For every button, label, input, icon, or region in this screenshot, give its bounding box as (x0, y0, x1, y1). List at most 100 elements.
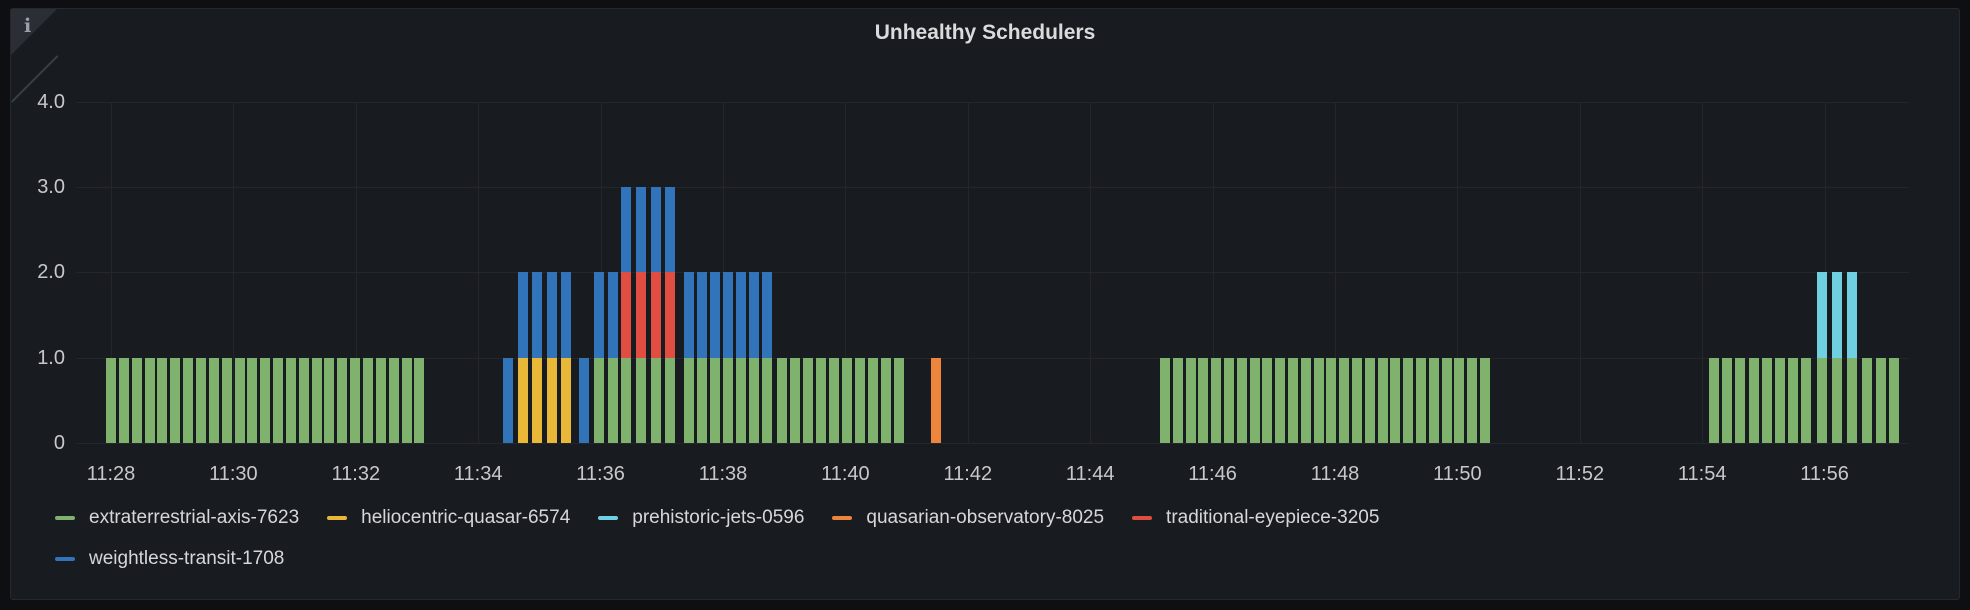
h-gridline (76, 443, 1909, 444)
bar-segment (1467, 357, 1478, 443)
h-gridline (76, 101, 1909, 103)
v-gridline (111, 101, 112, 443)
bar-segment (1428, 357, 1439, 443)
bar-segment (594, 272, 604, 358)
bar-segment (1735, 357, 1746, 443)
legend-item[interactable]: heliocentric-quasar-6574 (327, 507, 570, 529)
bar-segment (736, 357, 746, 443)
legend-series-dash-icon (1132, 516, 1153, 520)
bar-segment (710, 272, 720, 358)
panel-info-corner[interactable] (10, 9, 58, 102)
legend-item[interactable]: quasarian-observatory-8025 (832, 507, 1104, 529)
y-tick-label: 2.0 (37, 261, 65, 284)
bar-segment (1352, 357, 1362, 443)
x-tick-label: 11:52 (1555, 463, 1605, 485)
bar-segment (1236, 357, 1247, 443)
bar-segment (621, 187, 631, 273)
bar-segment (1801, 357, 1812, 443)
legend-item[interactable]: prehistoric-jets-0596 (598, 507, 804, 529)
bar-segment (221, 357, 232, 443)
bar-segment (1262, 357, 1273, 443)
bar-segment (363, 357, 373, 443)
legend-item[interactable]: weightless-transit-1708 (55, 548, 284, 570)
bar-segment (1198, 357, 1209, 443)
bar-segment (894, 357, 904, 443)
bar-segment (1211, 357, 1222, 443)
bar-segment (1722, 357, 1733, 443)
bar-segment (777, 357, 787, 443)
v-gridline (1212, 101, 1214, 443)
bar-segment (723, 272, 733, 358)
bar-segment (401, 357, 412, 443)
legend-series-label: extraterrestrial-axis-7623 (89, 507, 300, 528)
bar-segment (234, 357, 245, 443)
legend-item[interactable]: extraterrestrial-axis-7623 (55, 507, 299, 529)
bar-segment (106, 357, 116, 443)
v-gridline (845, 101, 847, 443)
y-tick-label: 0 (53, 432, 65, 454)
bar-segment (829, 357, 839, 443)
bar-segment (881, 357, 891, 443)
v-gridline (967, 101, 969, 443)
bar-segment (635, 187, 646, 273)
bar-segment (183, 357, 194, 443)
bar-segment (546, 357, 557, 443)
panel-unhealthy-schedulers: i Unhealthy Schedulers 4.0 3.0 2.0 1.0 0 11:2… (10, 8, 1960, 600)
bar-segment (697, 357, 707, 443)
bar-segment (208, 357, 219, 443)
x-tick-label: 11:46 (1188, 463, 1237, 485)
y-tick-label: 4.0 (37, 90, 65, 113)
v-gridline (355, 101, 357, 443)
bar-segment (1416, 357, 1426, 443)
panel-title[interactable]: Unhealthy Schedulers (874, 21, 1096, 44)
bar-segment (131, 357, 142, 443)
x-tick-label: 11:54 (1677, 463, 1727, 485)
bar-segment (749, 272, 759, 358)
bar-segment (1832, 272, 1842, 358)
v-gridline (1457, 101, 1459, 443)
bar-segment (684, 357, 694, 443)
bar-segment (665, 272, 676, 358)
bar-segment (842, 357, 852, 443)
bar-segment (546, 272, 557, 358)
bar-segment (260, 357, 271, 443)
bar-segment (790, 357, 800, 443)
bar-segment (1875, 357, 1886, 443)
bar-segment (931, 357, 941, 443)
bar-segment (144, 357, 155, 443)
bar-segment (1709, 357, 1719, 443)
bar-segment (1847, 272, 1857, 358)
bar-segment (118, 357, 129, 443)
bar-segment (350, 357, 361, 443)
bar-segment (1377, 357, 1388, 443)
legend-series-label: weightless-transit-1708 (89, 548, 285, 569)
x-tick-label: 11:28 (86, 463, 136, 485)
bar-segment (1172, 357, 1183, 443)
bar-segment (635, 357, 646, 443)
bar-segment (621, 357, 631, 443)
y-tick-label: 1.0 (37, 346, 65, 369)
bar-segment (762, 357, 772, 443)
v-gridline (1335, 101, 1336, 443)
bar-segment (337, 357, 348, 443)
bar-segment (1275, 357, 1286, 443)
bar-segment (749, 357, 759, 443)
bar-segment (697, 272, 707, 358)
bar-segment (665, 357, 676, 443)
legend-item[interactable]: traditional-eyepiece-3205 (1132, 507, 1379, 529)
bar-segment (579, 357, 589, 443)
y-tick-label: 3.0 (37, 176, 65, 199)
h-gridline (76, 187, 1909, 189)
bar-segment (518, 272, 528, 358)
bar-segment (1761, 357, 1772, 443)
info-icon[interactable]: i (24, 15, 32, 37)
bar-segment (1862, 357, 1872, 443)
bar-segment (1288, 357, 1298, 443)
legend-row: extraterrestrial-axis-7623 heliocentric-q… (55, 503, 1407, 533)
bar-segment (621, 272, 631, 358)
bar-segment (1326, 357, 1337, 443)
bar-segment (762, 272, 772, 358)
bar-segment (723, 357, 733, 443)
bar-segment (324, 357, 335, 443)
bar-segment (1832, 357, 1842, 443)
